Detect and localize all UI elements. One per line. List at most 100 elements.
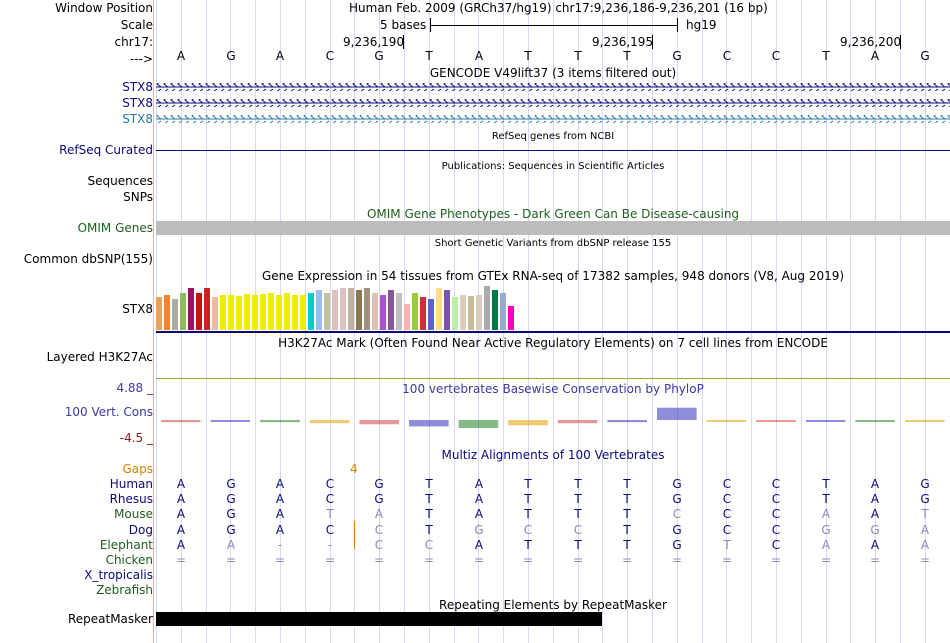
gtex-tissue-bar[interactable]	[412, 293, 418, 330]
gtex-tissue-bar[interactable]	[276, 295, 282, 330]
gencode-title[interactable]: GENCODE V49lift37 (3 items filtered out)	[429, 66, 677, 80]
refseq-title[interactable]: RefSeq genes from NCBI	[491, 131, 615, 142]
conservation-plot[interactable]	[156, 392, 950, 442]
dbsnp-label[interactable]: Common dbSNP(155)	[23, 252, 153, 266]
conservation-score[interactable]	[855, 420, 895, 422]
gtex-tissue-bar[interactable]	[404, 304, 410, 330]
gtex-tissue-bar[interactable]	[212, 297, 218, 330]
gtex-tissue-bar[interactable]	[452, 297, 458, 330]
h3k27ac-label[interactable]: Layered H3K27Ac	[46, 350, 153, 364]
gtex-tissue-bar[interactable]	[444, 290, 450, 330]
species-label[interactable]: Dog	[128, 523, 153, 537]
gtex-tissue-bar[interactable]	[500, 293, 506, 330]
conservation-label[interactable]: 100 Vert. Cons	[64, 405, 153, 419]
species-label[interactable]: Rhesus	[109, 492, 153, 506]
gtex-tissue-bar[interactable]	[188, 288, 194, 330]
gtex-tissue-bar[interactable]	[308, 293, 314, 330]
gtex-tissue-bar[interactable]	[364, 288, 370, 330]
snps-label[interactable]: SNPs	[123, 190, 153, 204]
gtex-bar-chart[interactable]	[156, 284, 556, 331]
gtex-tissue-bar[interactable]	[396, 293, 402, 330]
gtex-tissue-bar[interactable]	[156, 297, 162, 330]
gencode-track-label-1[interactable]: STX8	[122, 80, 153, 94]
conservation-score[interactable]	[756, 420, 796, 422]
multiz-title[interactable]: Multiz Alignments of 100 Vertebrates	[441, 448, 665, 462]
conservation-score[interactable]	[409, 420, 449, 427]
dbsnp-title[interactable]: Short Genetic Variants from dbSNP releas…	[434, 238, 672, 249]
conservation-score[interactable]	[706, 420, 747, 422]
gtex-tissue-bar[interactable]	[292, 295, 298, 330]
conservation-title[interactable]: 100 vertebrates Basewise Conservation by…	[402, 382, 704, 396]
species-label[interactable]: Zebrafish	[96, 583, 153, 597]
conservation-score[interactable]	[309, 420, 350, 424]
repeatmasker-label[interactable]: RepeatMasker	[67, 612, 153, 626]
gtex-tissue-bar[interactable]	[356, 290, 362, 330]
scale-label[interactable]: Scale	[120, 18, 153, 32]
gtex-tissue-bar[interactable]	[460, 295, 466, 330]
conservation-score[interactable]	[359, 420, 399, 425]
gtex-tissue-bar[interactable]	[324, 293, 330, 330]
gtex-tissue-bar[interactable]	[204, 288, 210, 330]
conservation-score[interactable]	[161, 420, 201, 423]
gtex-tissue-bar[interactable]	[372, 293, 378, 330]
conservation-score[interactable]	[657, 407, 697, 420]
gtex-tissue-bar[interactable]	[476, 295, 482, 330]
species-label[interactable]: X_tropicalis	[84, 568, 153, 582]
gtex-tissue-bar[interactable]	[380, 295, 386, 330]
window-position-label[interactable]: Window Position	[55, 1, 153, 15]
chr-label[interactable]: chr17:	[114, 35, 153, 49]
conservation-score[interactable]	[458, 420, 499, 428]
gtex-tissue-bar[interactable]	[220, 295, 226, 330]
conservation-score[interactable]	[210, 420, 251, 422]
omim-label[interactable]: OMIM Genes	[77, 221, 153, 235]
gtex-tissue-bar[interactable]	[236, 296, 242, 330]
conservation-score[interactable]	[905, 420, 945, 422]
refseq-label[interactable]: RefSeq Curated	[59, 143, 153, 157]
gencode-track-label-2[interactable]: STX8	[122, 96, 153, 110]
gtex-tissue-bar[interactable]	[508, 306, 514, 330]
conservation-score[interactable]	[607, 420, 647, 423]
gtex-tissue-bar[interactable]	[268, 293, 274, 330]
gtex-label[interactable]: STX8	[122, 302, 153, 316]
gtex-tissue-bar[interactable]	[172, 299, 178, 330]
conservation-score[interactable]	[260, 420, 300, 423]
gtex-tissue-bar[interactable]	[436, 288, 442, 330]
gtex-tissue-bar[interactable]	[340, 288, 346, 330]
gtex-tissue-bar[interactable]	[332, 290, 338, 330]
gencode-gene-bars[interactable]	[156, 80, 950, 128]
gencode-track-label-3[interactable]: STX8	[122, 112, 153, 126]
gtex-tissue-bar[interactable]	[316, 290, 322, 330]
gtex-tissue-bar[interactable]	[484, 286, 490, 330]
conservation-score[interactable]	[557, 420, 598, 424]
species-label[interactable]: Elephant	[99, 538, 153, 552]
gtex-tissue-bar[interactable]	[164, 295, 170, 330]
refseq-gene-line[interactable]	[156, 150, 950, 151]
gtex-tissue-bar[interactable]	[284, 293, 290, 330]
gtex-tissue-bar[interactable]	[228, 295, 234, 330]
gtex-tissue-bar[interactable]	[260, 294, 266, 330]
conservation-score[interactable]	[805, 420, 846, 422]
gtex-tissue-bar[interactable]	[348, 288, 354, 330]
omim-phenotype-bar[interactable]	[156, 221, 950, 235]
gtex-tissue-bar[interactable]	[252, 295, 258, 330]
species-label[interactable]: Chicken	[105, 553, 153, 567]
omim-title[interactable]: OMIM Gene Phenotypes - Dark Green Can Be…	[366, 207, 740, 221]
gtex-tissue-bar[interactable]	[492, 290, 498, 330]
gaps-label[interactable]: Gaps	[122, 462, 153, 476]
h3k27ac-title[interactable]: H3K27Ac Mark (Often Found Near Active Re…	[278, 336, 828, 350]
conservation-score[interactable]	[508, 420, 548, 426]
repeatmasker-element[interactable]	[156, 612, 602, 626]
sequences-label[interactable]: Sequences	[87, 174, 153, 188]
gtex-tissue-bar[interactable]	[468, 296, 474, 330]
publications-title[interactable]: Publications: Sequences in Scientific Ar…	[441, 161, 665, 172]
gtex-tissue-bar[interactable]	[428, 299, 434, 330]
gtex-title[interactable]: Gene Expression in 54 tissues from GTEx …	[261, 269, 845, 283]
gtex-tissue-bar[interactable]	[388, 290, 394, 330]
species-label[interactable]: Human	[109, 477, 153, 491]
repeatmasker-title[interactable]: Repeating Elements by RepeatMasker	[439, 598, 667, 612]
gtex-tissue-bar[interactable]	[180, 293, 186, 330]
strand-label[interactable]: --->	[129, 52, 153, 66]
gtex-tissue-bar[interactable]	[300, 295, 306, 330]
species-label[interactable]: Mouse	[114, 507, 153, 521]
gtex-tissue-bar[interactable]	[244, 294, 250, 330]
